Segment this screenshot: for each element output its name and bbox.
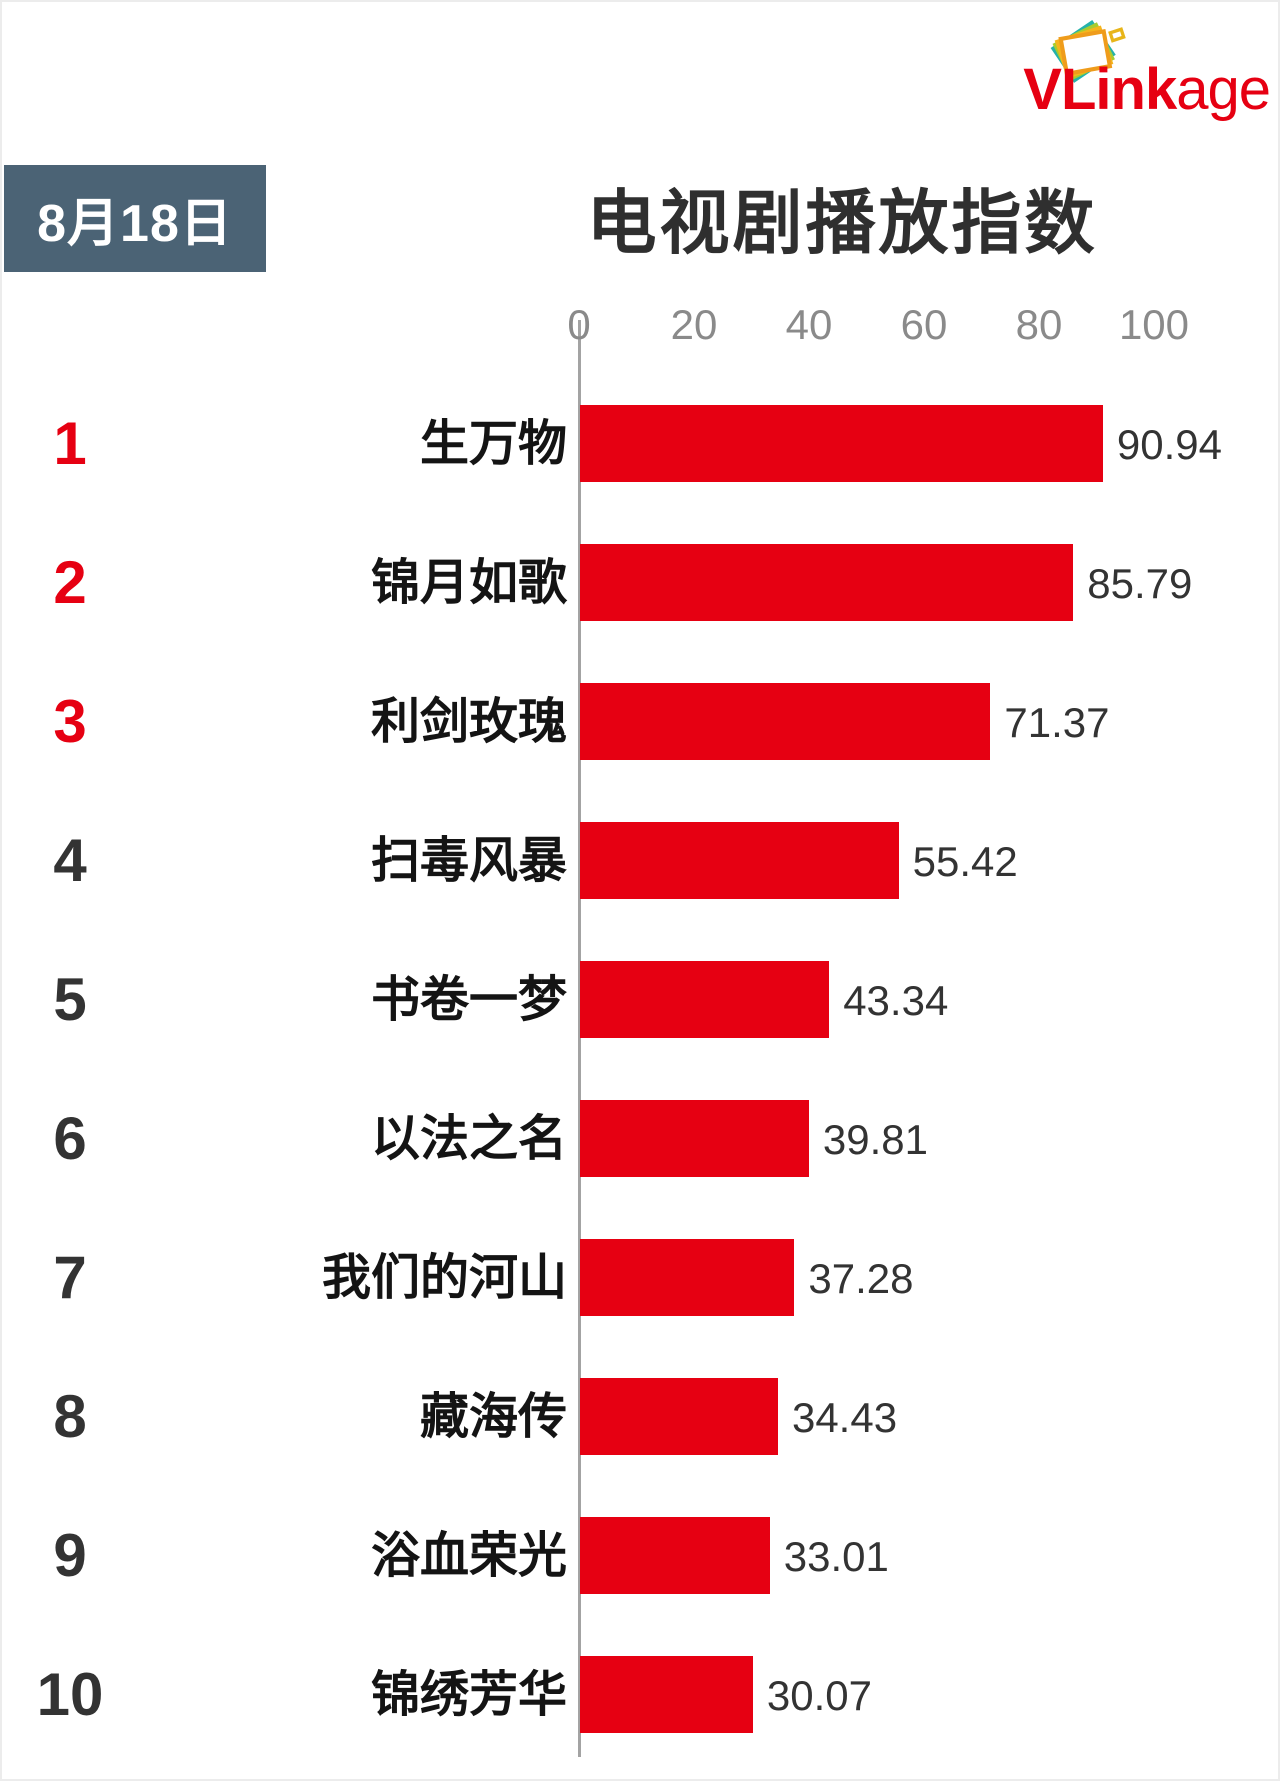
rank-label: 8 <box>53 1383 87 1450</box>
rank-label: 1 <box>53 410 87 477</box>
drama-title: 利剑玫瑰 <box>370 695 567 749</box>
page-title: 电视剧播放指数 <box>586 183 1098 262</box>
bar <box>580 1100 809 1177</box>
bar <box>580 1239 795 1316</box>
value-label: 71.37 <box>1004 699 1110 746</box>
rank-label: 3 <box>53 688 87 755</box>
drama-title: 锦月如歌 <box>370 556 567 610</box>
axis-tick-label: 40 <box>785 301 833 348</box>
drama-title: 以法之名 <box>370 1112 567 1166</box>
value-label: 43.34 <box>843 977 949 1024</box>
value-label: 39.81 <box>822 1116 929 1163</box>
rank-label: 2 <box>53 549 87 616</box>
value-label: 33.01 <box>783 1533 889 1580</box>
axis-tick-label: 80 <box>1015 301 1063 348</box>
rank-label: 7 <box>53 1244 87 1311</box>
axis-tick-label: 20 <box>670 301 718 348</box>
bar <box>580 822 899 899</box>
y-axis-line <box>578 320 581 1757</box>
rank-label: 4 <box>53 827 87 894</box>
value-label: 85.79 <box>1087 560 1193 607</box>
rank-label: 5 <box>53 966 87 1033</box>
bar <box>580 1656 753 1733</box>
axis-tick-label: 100 <box>1118 301 1190 348</box>
rank-label: 10 <box>36 1661 104 1728</box>
value-label: 55.42 <box>912 838 1018 885</box>
bar <box>580 405 1103 482</box>
drama-title: 浴血荣光 <box>370 1529 567 1583</box>
rank-label: 9 <box>53 1522 87 1589</box>
date-badge: 8月18日 <box>4 165 266 272</box>
logo-text-light: age <box>1176 57 1271 122</box>
bar <box>580 961 830 1038</box>
drama-title: 扫毒风暴 <box>370 834 567 888</box>
drama-title: 藏海传 <box>419 1390 567 1444</box>
stacked-photo-frames-icon <box>1050 19 1126 83</box>
bar <box>580 1517 770 1594</box>
value-label: 30.07 <box>766 1672 872 1719</box>
bar <box>580 1378 778 1455</box>
axis-tick-label: 0 <box>567 301 591 348</box>
drama-title: 书卷一梦 <box>370 973 567 1027</box>
drama-title: 锦绣芳华 <box>370 1668 567 1722</box>
logo: VLinkage <box>1023 57 1271 122</box>
rank-label: 6 <box>53 1105 87 1172</box>
drama-title: 我们的河山 <box>321 1251 567 1305</box>
drama-title: 生万物 <box>419 417 567 471</box>
bar <box>580 683 991 760</box>
logo-text-bold: VLink <box>1023 57 1177 122</box>
bar <box>580 544 1074 621</box>
value-label: 37.28 <box>808 1255 914 1302</box>
value-label: 90.94 <box>1116 421 1222 468</box>
value-label: 34.43 <box>791 1394 898 1441</box>
axis-tick-label: 60 <box>900 301 948 348</box>
